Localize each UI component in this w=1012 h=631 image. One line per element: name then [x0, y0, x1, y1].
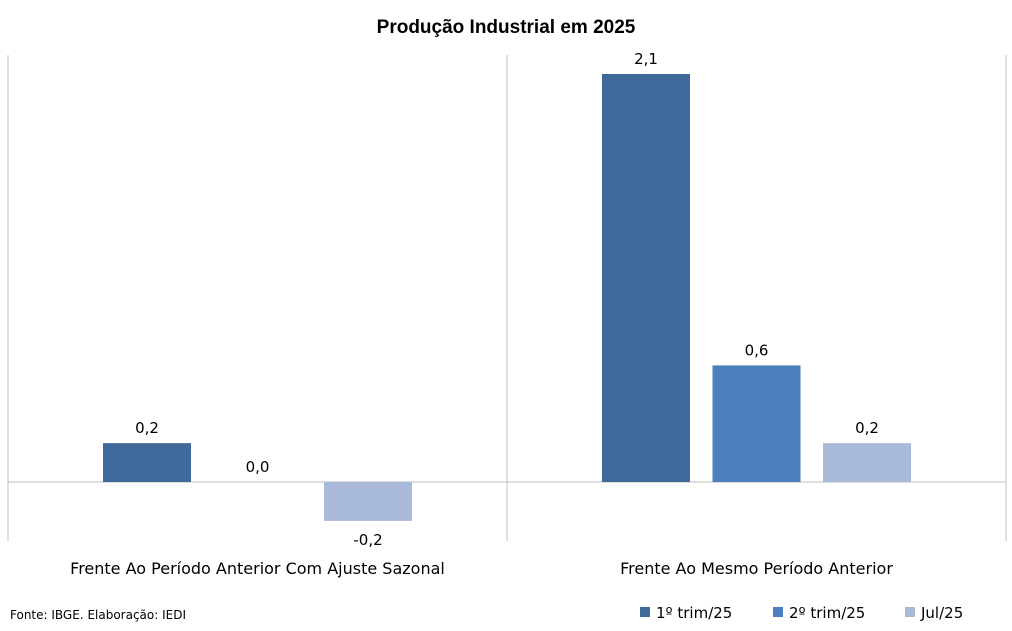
bar	[823, 443, 911, 482]
legend-label: Jul/25	[920, 604, 963, 622]
bar	[103, 443, 191, 482]
legend-item: 1º trim/25	[640, 604, 732, 622]
legend-item: Jul/25	[905, 604, 963, 622]
legend-swatch	[773, 607, 783, 617]
data-label: -0,2	[353, 531, 382, 549]
data-label: 0,2	[135, 419, 159, 437]
data-label: 0,0	[246, 458, 270, 476]
data-label: 0,2	[855, 419, 879, 437]
data-labels-group: 0,2 0,0 -0,2 2,1 0,6 0,2	[135, 50, 879, 549]
legend-item: 2º trim/25	[773, 604, 865, 622]
legend-swatch	[640, 607, 650, 617]
legend: 1º trim/25 2º trim/25 Jul/25	[640, 604, 963, 622]
bar	[602, 74, 690, 482]
legend-label: 1º trim/25	[656, 604, 732, 622]
chart-title: Produção Industrial em 2025	[377, 17, 636, 38]
source-note: Fonte: IBGE. Elaboração: IEDI	[10, 608, 186, 622]
category-label: Frente Ao Período Anterior Com Ajuste Sa…	[70, 559, 445, 578]
bar	[324, 482, 412, 521]
legend-label: 2º trim/25	[789, 604, 865, 622]
legend-swatch	[905, 607, 915, 617]
category-label: Frente Ao Mesmo Período Anterior	[620, 559, 893, 578]
bars-group	[103, 74, 911, 521]
data-label: 0,6	[745, 341, 769, 359]
bar	[712, 365, 801, 482]
data-label: 2,1	[634, 50, 658, 68]
category-labels-group: Frente Ao Período Anterior Com Ajuste Sa…	[70, 559, 893, 578]
